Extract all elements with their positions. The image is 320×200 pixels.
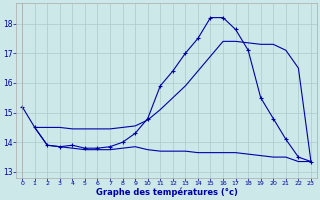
X-axis label: Graphe des températures (°c): Graphe des températures (°c) bbox=[96, 188, 237, 197]
